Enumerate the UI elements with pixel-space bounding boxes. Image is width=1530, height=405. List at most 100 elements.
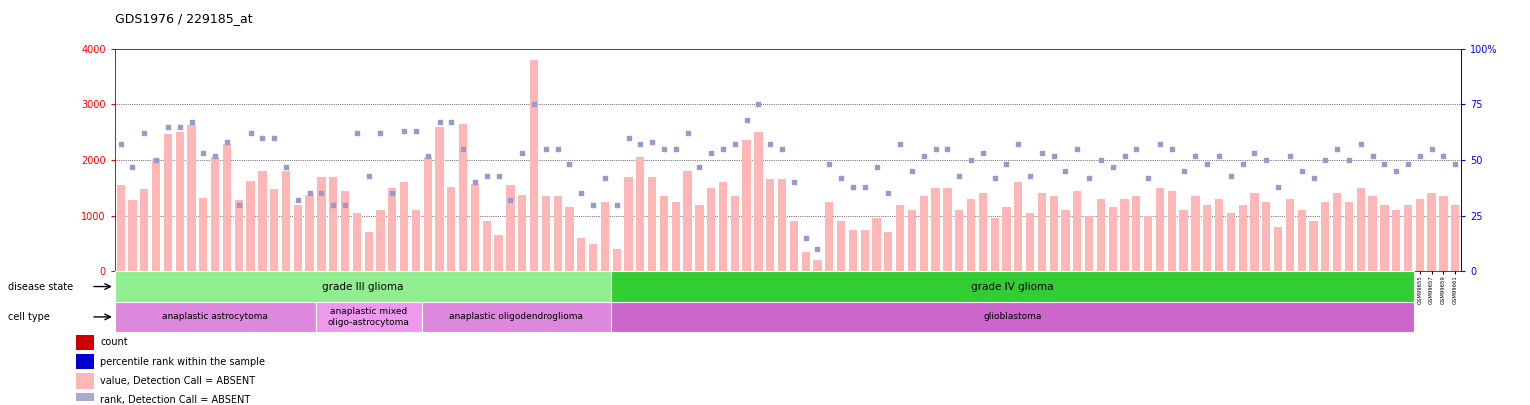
Point	[877, 190, 901, 197]
Bar	[129, 200, 136, 271]
Point	[1160, 145, 1184, 152]
Bar	[860, 230, 869, 271]
Bar	[542, 196, 549, 271]
Point	[935, 145, 959, 152]
Point	[1325, 145, 1349, 152]
Bar	[636, 157, 644, 271]
Bar	[424, 157, 431, 271]
Text: grade IV glioma: grade IV glioma	[972, 281, 1054, 292]
Point	[1265, 183, 1290, 190]
Bar	[601, 202, 609, 271]
Point	[782, 179, 806, 185]
Bar	[777, 179, 786, 271]
Bar	[1274, 227, 1282, 271]
Bar	[1322, 202, 1330, 271]
Bar	[76, 373, 93, 388]
Point	[404, 128, 428, 134]
Bar	[187, 126, 196, 271]
Bar	[944, 188, 952, 271]
Bar	[199, 198, 208, 271]
Bar	[612, 249, 621, 271]
Point	[1278, 152, 1302, 159]
Point	[864, 163, 889, 170]
Bar	[529, 60, 539, 271]
Bar	[1144, 215, 1152, 271]
Text: disease state: disease state	[8, 281, 73, 292]
Bar	[707, 188, 716, 271]
Bar	[684, 171, 692, 271]
Bar	[76, 354, 93, 369]
Bar	[610, 302, 1414, 332]
Text: anaplastic astrocytoma: anaplastic astrocytoma	[162, 312, 268, 322]
Point	[805, 246, 829, 252]
Bar	[315, 302, 422, 332]
Bar	[872, 218, 881, 271]
Bar	[1427, 194, 1435, 271]
Bar	[412, 210, 421, 271]
Point	[487, 173, 511, 179]
Point	[829, 175, 854, 181]
Bar	[1238, 205, 1247, 271]
Bar	[422, 302, 610, 332]
Bar	[695, 205, 704, 271]
Bar	[1132, 196, 1140, 271]
Point	[794, 235, 819, 241]
Bar	[897, 205, 904, 271]
Bar	[151, 160, 161, 271]
Point	[309, 190, 334, 197]
Point	[947, 173, 972, 179]
Point	[249, 134, 274, 141]
Point	[1183, 152, 1207, 159]
Bar	[76, 393, 93, 405]
Point	[1348, 141, 1372, 148]
Bar	[767, 179, 774, 271]
Bar	[76, 335, 93, 350]
Bar	[115, 271, 610, 302]
Bar	[884, 232, 892, 271]
Bar	[164, 134, 171, 271]
Point	[1431, 152, 1455, 159]
Point	[1065, 145, 1089, 152]
Point	[534, 145, 558, 152]
Point	[334, 201, 358, 208]
Bar	[731, 196, 739, 271]
Bar	[610, 271, 1414, 302]
Bar	[1227, 213, 1235, 271]
Point	[416, 152, 441, 159]
Bar	[1392, 210, 1400, 271]
Point	[1030, 150, 1054, 156]
Bar	[1215, 199, 1222, 271]
Point	[203, 152, 228, 159]
Bar	[649, 177, 656, 271]
Bar	[967, 199, 975, 271]
Text: GDS1976 / 229185_at: GDS1976 / 229185_at	[115, 12, 252, 25]
Bar	[1014, 182, 1022, 271]
Bar	[436, 126, 444, 271]
Point	[439, 119, 464, 125]
Point	[1443, 161, 1467, 168]
Bar	[754, 132, 762, 271]
Bar	[141, 190, 148, 271]
Point	[652, 145, 676, 152]
Point	[1290, 168, 1314, 174]
Point	[617, 134, 641, 141]
Bar	[1405, 205, 1412, 271]
Bar	[672, 202, 679, 271]
Point	[167, 123, 191, 130]
Point	[369, 130, 393, 136]
Bar	[1262, 202, 1270, 271]
Point	[887, 141, 912, 148]
Bar	[802, 252, 809, 271]
Point	[687, 163, 711, 170]
Point	[734, 117, 759, 123]
Bar	[1345, 202, 1353, 271]
Point	[1337, 157, 1362, 163]
Point	[1230, 161, 1255, 168]
Text: anaplastic mixed
oligo-astrocytoma: anaplastic mixed oligo-astrocytoma	[327, 307, 410, 326]
Bar	[1285, 199, 1294, 271]
Point	[262, 134, 286, 141]
Point	[144, 157, 168, 163]
Bar	[1440, 196, 1447, 271]
Bar	[1333, 194, 1342, 271]
Point	[747, 101, 771, 107]
